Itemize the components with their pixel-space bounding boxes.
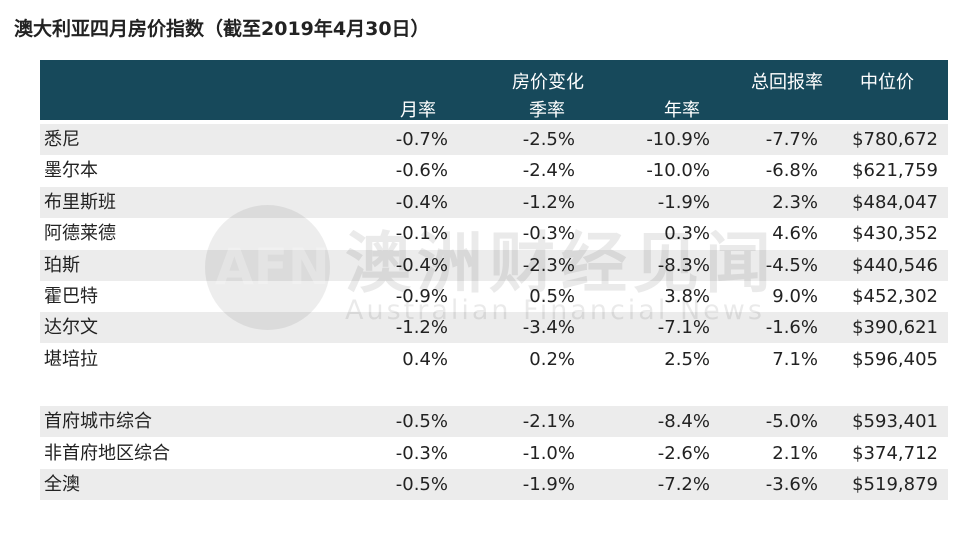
cell-value: -7.7% bbox=[765, 129, 818, 150]
cell-value: -2.4% bbox=[522, 160, 575, 182]
table-row: 非首府地区综合 -0.3% -1.0% -2.6% 2.1% $374,712 bbox=[40, 438, 948, 469]
title: 澳大利亚四月房价指数（截至2019年4月30日） bbox=[14, 18, 430, 40]
cell-value: -2.1% bbox=[522, 411, 575, 433]
cell-value: $390,621 bbox=[852, 317, 938, 339]
row-label: 阿德莱德 bbox=[44, 223, 116, 245]
cell-value: $780,672 bbox=[852, 129, 938, 150]
cell-value: -1.9% bbox=[657, 191, 710, 213]
cell-value: -1.2% bbox=[395, 317, 448, 339]
cell-value: $593,401 bbox=[852, 411, 938, 433]
column-header: 月率 bbox=[400, 100, 436, 121]
cell-value: 0.2% bbox=[529, 348, 575, 370]
cell-value: -2.6% bbox=[657, 442, 710, 464]
row-label: 首府城市综合 bbox=[44, 411, 152, 433]
cell-value: -2.5% bbox=[522, 129, 575, 150]
cell-value: $596,405 bbox=[852, 348, 938, 370]
cell-value: -0.4% bbox=[395, 254, 448, 276]
column-header: 季率 bbox=[529, 100, 565, 121]
cell-value: -0.9% bbox=[395, 286, 448, 307]
cell-value: -8.3% bbox=[657, 254, 710, 276]
row-label: 布里斯班 bbox=[44, 191, 116, 213]
group-header: 房价变化 bbox=[512, 72, 584, 93]
table-row: 首府城市综合 -0.5% -2.1% -8.4% -5.0% $593,401 bbox=[40, 406, 948, 438]
table-row: 阿德莱德 -0.1% -0.3% 0.3% 4.6% $430,352 bbox=[40, 218, 948, 249]
cell-value: -0.3% bbox=[522, 223, 575, 245]
row-label: 悉尼 bbox=[44, 129, 80, 150]
cell-value: -6.8% bbox=[765, 160, 818, 182]
cell-value: -2.3% bbox=[522, 254, 575, 276]
row-label: 全澳 bbox=[44, 474, 80, 495]
row-label: 墨尔本 bbox=[44, 160, 98, 182]
column-header: 年率 bbox=[664, 100, 700, 121]
cell-value: 4.6% bbox=[772, 223, 818, 245]
table-row: 墨尔本 -0.6% -2.4% -10.0% -6.8% $621,759 bbox=[40, 155, 948, 186]
watermark-logo bbox=[205, 205, 330, 330]
table-row: 达尔文 -1.2% -3.4% -7.1% -1.6% $390,621 bbox=[40, 312, 948, 344]
column-header: 总回报率 bbox=[751, 72, 823, 93]
table-row: 悉尼 -0.7% -2.5% -10.9% -7.7% $780,672 bbox=[40, 124, 948, 155]
cell-value: -1.9% bbox=[522, 474, 575, 495]
row-label: 非首府地区综合 bbox=[44, 442, 170, 464]
row-label: 珀斯 bbox=[44, 254, 80, 276]
row-label: 堪培拉 bbox=[44, 348, 98, 370]
cell-value: -10.0% bbox=[646, 160, 710, 182]
row-label: 霍巴特 bbox=[44, 286, 98, 307]
cell-value: -0.5% bbox=[395, 411, 448, 433]
cell-value: 0.3% bbox=[664, 223, 710, 245]
table-header: 房价变化 月率 季率 年率 总回报率 中位价 bbox=[40, 60, 948, 121]
row-label: 达尔文 bbox=[44, 317, 98, 339]
cell-value: $484,047 bbox=[852, 191, 938, 213]
table-row: 布里斯班 -0.4% -1.2% -1.9% 2.3% $484,047 bbox=[40, 186, 948, 218]
cell-value: 2.3% bbox=[772, 191, 818, 213]
cell-value: $621,759 bbox=[852, 160, 938, 182]
cell-value: -3.4% bbox=[522, 317, 575, 339]
cell-value: $440,546 bbox=[852, 254, 938, 276]
cell-value: -0.5% bbox=[395, 474, 448, 495]
cell-value: -7.1% bbox=[657, 317, 710, 339]
cell-value: -1.6% bbox=[765, 317, 818, 339]
watermark-english: Australian Financial News bbox=[345, 295, 765, 326]
cell-value: $374,712 bbox=[852, 442, 938, 464]
cell-value: $519,879 bbox=[852, 474, 938, 495]
cell-value: -5.0% bbox=[765, 411, 818, 433]
cell-value: -1.0% bbox=[522, 442, 575, 464]
cell-value: 0.4% bbox=[402, 348, 448, 370]
watermark-name: 澳洲财经见闻 bbox=[345, 225, 777, 302]
cell-value: -0.7% bbox=[395, 129, 448, 150]
table-row: 霍巴特 -0.9% 0.5% 3.8% 9.0% $452,302 bbox=[40, 281, 948, 312]
table-row: 珀斯 -0.4% -2.3% -8.3% -4.5% $440,546 bbox=[40, 249, 948, 281]
cell-value: -4.5% bbox=[765, 254, 818, 276]
cell-value: 3.8% bbox=[664, 286, 710, 307]
cell-value: $430,352 bbox=[852, 223, 938, 245]
cell-value: -1.2% bbox=[522, 191, 575, 213]
cell-value: -0.6% bbox=[395, 160, 448, 182]
cell-value: -0.3% bbox=[395, 442, 448, 464]
cell-value: -3.6% bbox=[765, 474, 818, 495]
table-row: 全澳 -0.5% -1.9% -7.2% -3.6% $519,879 bbox=[40, 469, 948, 500]
cell-value: -0.1% bbox=[395, 223, 448, 245]
cell-value: -0.4% bbox=[395, 191, 448, 213]
cell-value: $452,302 bbox=[852, 286, 938, 307]
column-header: 中位价 bbox=[860, 72, 914, 93]
cell-value: -10.9% bbox=[646, 129, 710, 150]
cell-value: -7.2% bbox=[657, 474, 710, 495]
cell-value: 7.1% bbox=[772, 348, 818, 370]
cell-value: 9.0% bbox=[772, 286, 818, 307]
cell-value: 2.1% bbox=[772, 442, 818, 464]
cell-value: 0.5% bbox=[529, 286, 575, 307]
table-row: 堪培拉 0.4% 0.2% 2.5% 7.1% $596,405 bbox=[40, 344, 948, 375]
cell-value: -8.4% bbox=[657, 411, 710, 433]
watermark-logo-text: AFN bbox=[215, 238, 330, 296]
cell-value: 2.5% bbox=[664, 348, 710, 370]
